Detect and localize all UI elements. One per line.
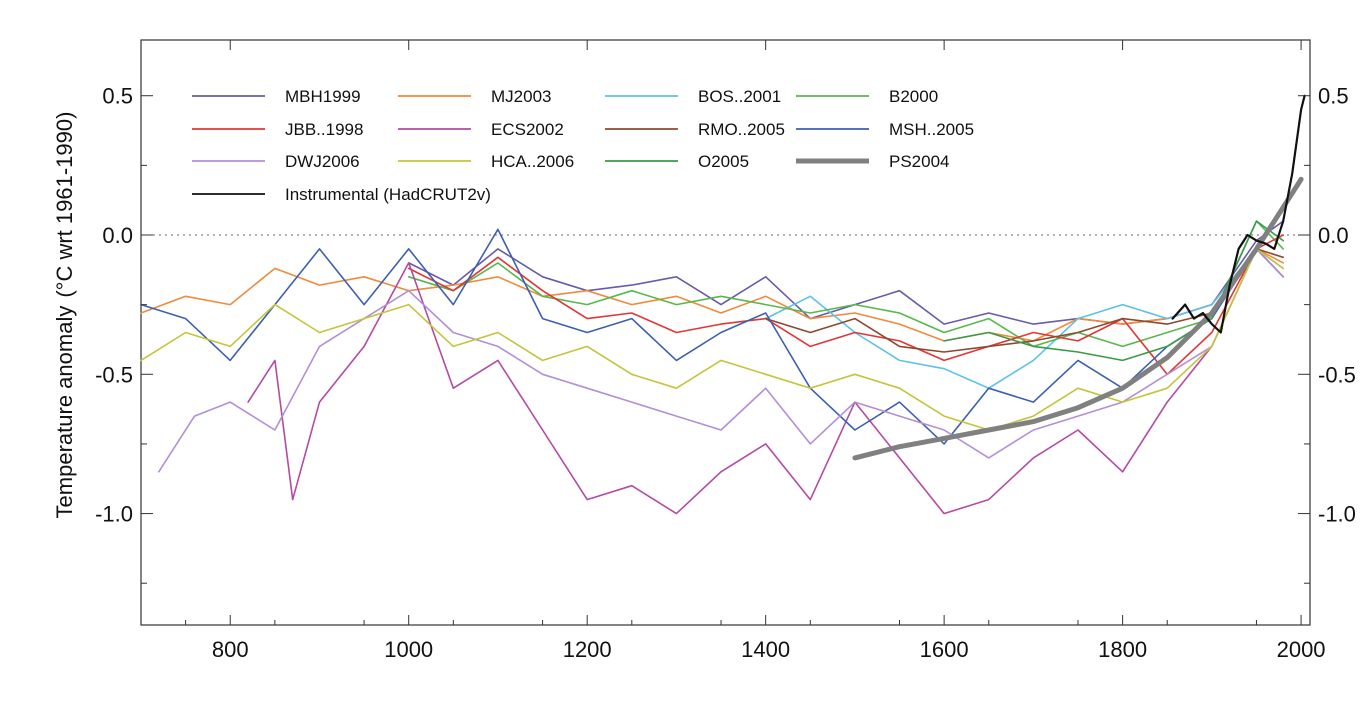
x-tick-label: 1600 xyxy=(920,637,969,662)
x-tick-label: 1200 xyxy=(563,637,612,662)
y-axis-title-unit: (°C wrt 1961-1990) xyxy=(52,112,77,298)
legend-label-dwj2006: DWJ2006 xyxy=(285,152,360,171)
legend-label-rmo-2005: RMO..2005 xyxy=(698,120,785,139)
series-line-jbb-1998 xyxy=(407,234,1284,376)
x-tick-label: 2000 xyxy=(1277,637,1326,662)
y-tick-label-right: -1.0 xyxy=(1318,502,1356,527)
series-line-mj2003 xyxy=(140,248,1284,342)
series-line-o2005 xyxy=(943,220,1284,362)
legend-label-hca-2006: HCA..2006 xyxy=(491,152,574,171)
y-axis-title-label: Temperature anomaly xyxy=(52,306,77,519)
legend-label-mbh1999: MBH1999 xyxy=(285,87,361,106)
legend-label-msh-2005: MSH..2005 xyxy=(889,120,974,139)
legend-label-ps2004: PS2004 xyxy=(889,152,950,171)
series-line-ecs2002 xyxy=(247,248,1284,515)
y-tick-label-right: 0.5 xyxy=(1318,84,1349,109)
legend-label-jbb-1998: JBB..1998 xyxy=(285,120,363,139)
series-line-instrumental-hadcrut2v xyxy=(1171,94,1306,334)
series-line-msh-2005 xyxy=(140,228,1284,445)
y-tick-label: 0.5 xyxy=(102,84,133,109)
series-group xyxy=(140,94,1306,515)
legend: MBH1999 MJ2003 BOS..2001 B2000 JBB..1998 ECS2… xyxy=(192,87,974,204)
plot-frame xyxy=(140,39,1311,626)
x-tick-label: 1400 xyxy=(741,637,790,662)
y-tick-label: -0.5 xyxy=(95,362,133,387)
ticks-group: 800 1000 1200 1400 1600 1800 2000 0.5 0.5 0.0 0.0 -… xyxy=(95,40,1356,662)
legend-label-mj2003: MJ2003 xyxy=(491,87,551,106)
y-tick-label: -1.0 xyxy=(95,502,133,527)
series-line-ps2004 xyxy=(852,176,1304,461)
legend-label-bos-2001: BOS..2001 xyxy=(698,87,781,106)
x-tick-label: 1800 xyxy=(1098,637,1147,662)
y-axis-title: Temperature anomaly (°C wrt 1961-1990) xyxy=(52,112,77,519)
series-line-b2000 xyxy=(407,220,1284,348)
series-line-dwj2006 xyxy=(158,248,1284,473)
x-tick-label: 800 xyxy=(212,637,249,662)
legend-label-b2000: B2000 xyxy=(889,87,938,106)
legend-label-instrumental-hadcrut2v: Instrumental (HadCRUT2v) xyxy=(285,185,491,204)
legend-label-ecs2002: ECS2002 xyxy=(491,120,564,139)
series-line-mbh1999 xyxy=(407,220,1284,325)
legend-label-o2005: O2005 xyxy=(698,152,749,171)
series-line-hca-2006 xyxy=(140,248,1284,431)
y-tick-label-right: -0.5 xyxy=(1318,362,1356,387)
y-tick-label: 0.0 xyxy=(102,223,133,248)
x-tick-label: 1000 xyxy=(384,637,433,662)
y-tick-label-right: 0.0 xyxy=(1318,223,1349,248)
